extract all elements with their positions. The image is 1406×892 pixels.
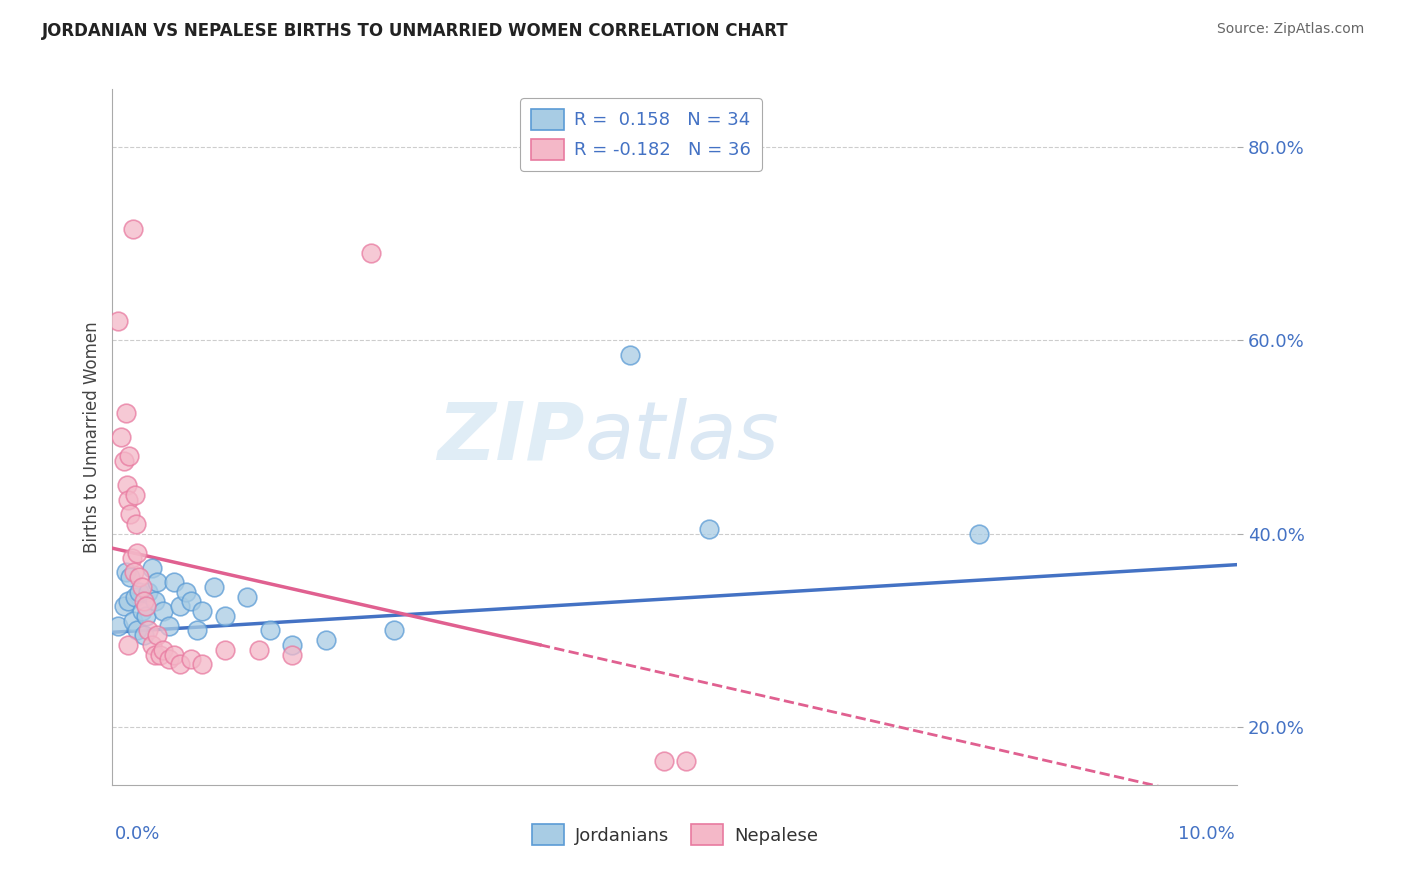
Point (191, 604, 214, 618)
Point (174, 584, 197, 599)
Point (128, 584, 150, 599)
Point (132, 628, 155, 642)
Point (132, 594, 155, 608)
Text: JORDANIAN VS NEPALESE BIRTHS TO UNMARRIED WOMEN CORRELATION CHART: JORDANIAN VS NEPALESE BIRTHS TO UNMARRIE… (42, 22, 789, 40)
Point (122, 566, 145, 580)
Point (124, 488, 146, 502)
Point (360, 246, 382, 260)
Point (135, 608, 157, 623)
Point (382, 624, 405, 638)
Point (115, 478, 138, 492)
Legend: Jordanians, Nepalese: Jordanians, Nepalese (524, 817, 825, 853)
Point (135, 599, 157, 614)
Point (247, 642, 270, 657)
Point (117, 492, 139, 507)
Text: 0.0%: 0.0% (115, 825, 160, 843)
Point (157, 618, 180, 632)
Point (121, 550, 143, 565)
Point (163, 648, 186, 662)
Point (157, 652, 180, 666)
Point (214, 642, 236, 657)
Point (121, 222, 143, 236)
Point (143, 594, 166, 608)
Text: ZIP: ZIP (437, 398, 585, 476)
Point (115, 406, 138, 420)
Point (141, 638, 163, 652)
Point (127, 546, 149, 560)
Point (143, 648, 166, 662)
Point (191, 657, 214, 672)
Point (112, 599, 135, 614)
Point (619, 348, 641, 362)
Point (138, 584, 160, 599)
Point (281, 638, 304, 652)
Point (125, 516, 148, 531)
Y-axis label: Births to Unmarried Women: Births to Unmarried Women (83, 321, 101, 553)
Point (169, 657, 191, 672)
Point (149, 648, 172, 662)
Point (967, 526, 990, 541)
Point (120, 570, 142, 584)
Point (127, 624, 149, 638)
Point (107, 314, 129, 328)
Point (652, 754, 675, 768)
Point (146, 574, 169, 589)
Point (141, 560, 163, 574)
Point (163, 574, 186, 589)
Point (202, 580, 225, 594)
Point (180, 594, 202, 608)
Point (112, 454, 135, 468)
Point (118, 450, 141, 464)
Point (259, 624, 281, 638)
Point (236, 590, 259, 604)
Point (152, 642, 174, 657)
Point (124, 590, 146, 604)
Text: 10.0%: 10.0% (1178, 825, 1234, 843)
Point (120, 508, 142, 522)
Point (675, 754, 697, 768)
Point (138, 624, 160, 638)
Point (315, 633, 337, 648)
Point (110, 430, 132, 444)
Point (117, 594, 139, 608)
Point (117, 638, 139, 652)
Text: Source: ZipAtlas.com: Source: ZipAtlas.com (1216, 22, 1364, 37)
Point (115, 566, 138, 580)
Point (121, 614, 143, 628)
Point (186, 624, 208, 638)
Point (128, 570, 150, 584)
Point (169, 599, 191, 614)
Point (180, 652, 202, 666)
Point (131, 580, 153, 594)
Point (697, 522, 720, 536)
Point (107, 618, 129, 632)
Text: atlas: atlas (585, 398, 780, 476)
Point (131, 604, 153, 618)
Point (281, 648, 304, 662)
Point (146, 628, 169, 642)
Point (152, 604, 174, 618)
Point (214, 608, 236, 623)
